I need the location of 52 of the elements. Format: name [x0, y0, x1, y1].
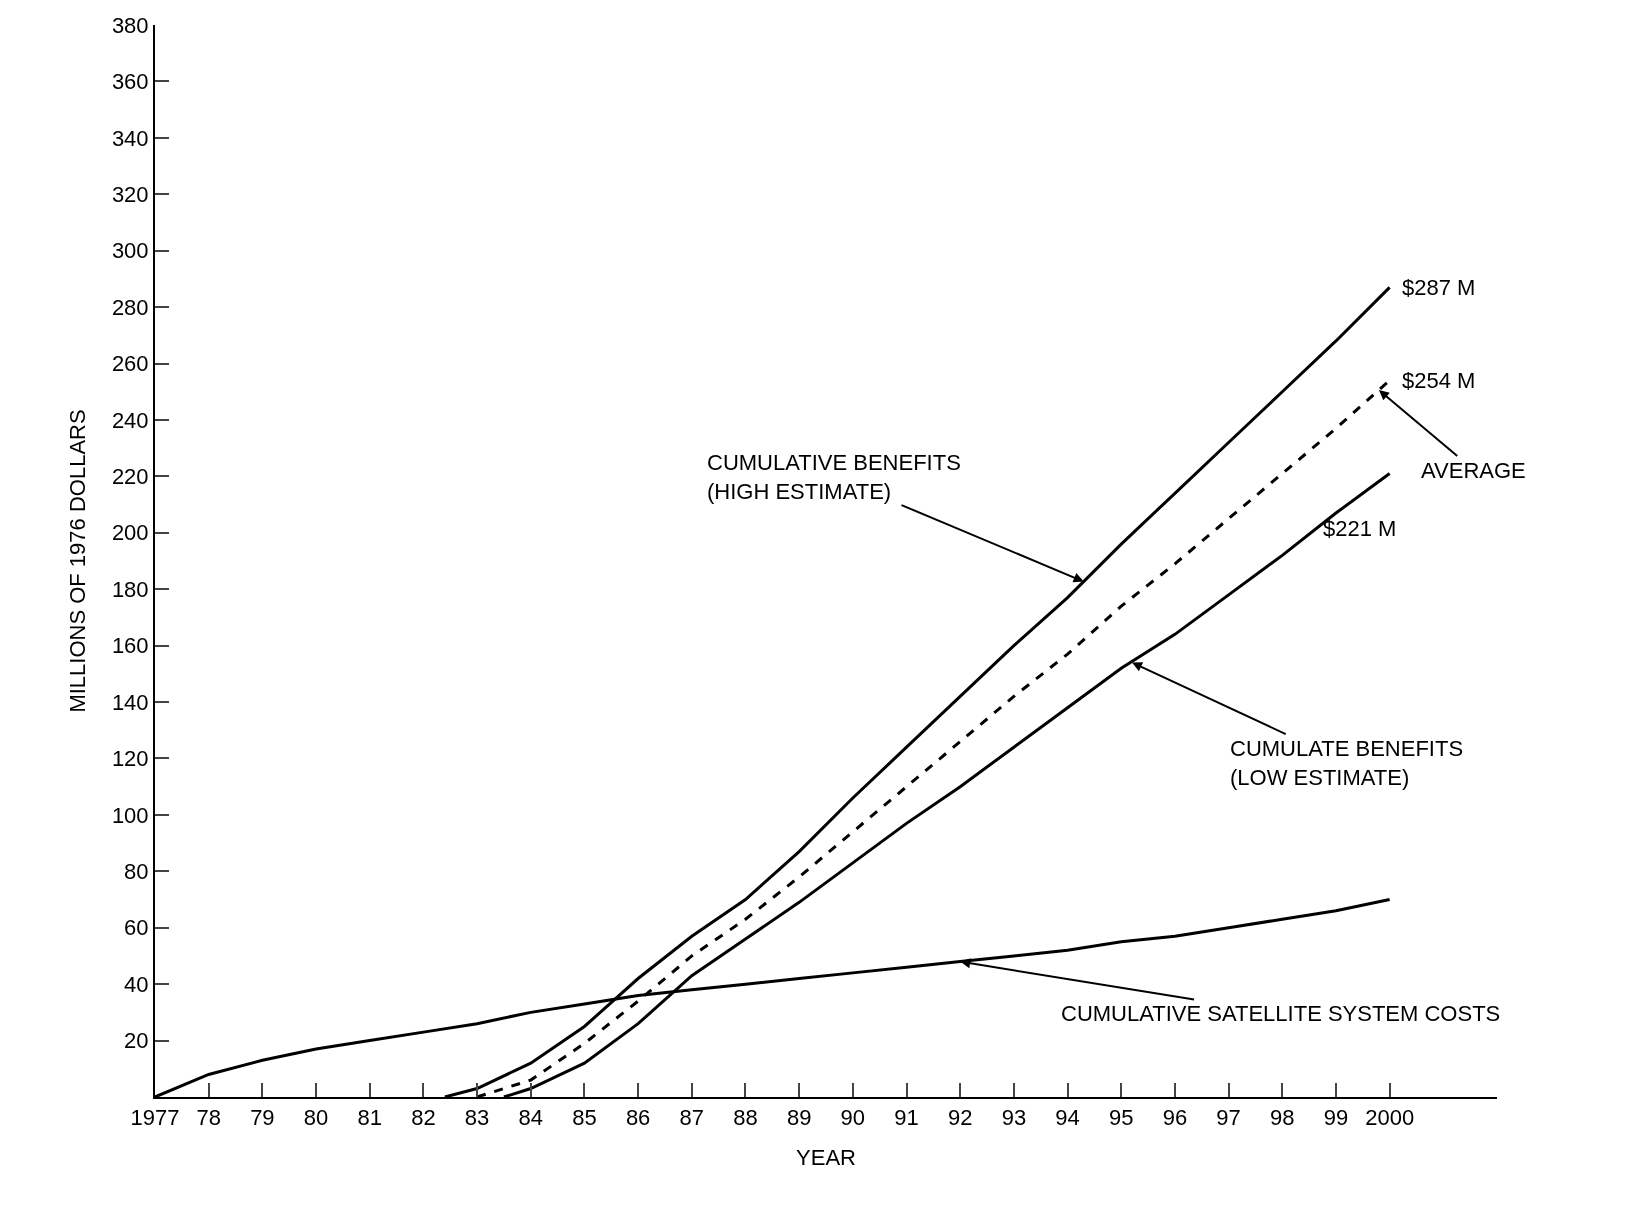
- annotation: $221 M: [1323, 516, 1397, 541]
- x-tick-label: 1977: [130, 1105, 180, 1131]
- x-tick-label: 80: [303, 1105, 329, 1131]
- annotation: $287 M: [1402, 275, 1476, 300]
- x-tick-label: 81: [357, 1105, 382, 1131]
- x-tick-label: 95: [1109, 1105, 1134, 1131]
- y-tick-label: 220: [111, 464, 149, 490]
- annotation: CUMULATE BENEFITS (LOW ESTIMATE): [1230, 736, 1464, 790]
- y-tick-label: 100: [111, 802, 149, 828]
- x-tick-label: 97: [1216, 1105, 1241, 1131]
- x-tick-label: 79: [250, 1105, 275, 1131]
- y-tick-label: 320: [111, 181, 149, 207]
- y-tick-label: 200: [111, 520, 149, 546]
- x-tick-label: 98: [1270, 1105, 1295, 1131]
- x-tick-label: 90: [840, 1105, 866, 1131]
- x-tick-label: 86: [625, 1105, 651, 1131]
- x-tick-label: 92: [947, 1105, 973, 1131]
- y-axis-title: MILLIONS OF 1976 DOLLARS: [65, 409, 91, 713]
- y-tick-label: 240: [111, 407, 149, 433]
- x-tick-label: 88: [733, 1105, 758, 1131]
- annotation: $254 M: [1402, 368, 1476, 393]
- x-tick-label: 83: [464, 1105, 490, 1131]
- y-tick-label: 340: [111, 125, 149, 151]
- annotation: CUMULATIVE SATELLITE SYSTEM COSTS: [1061, 1001, 1501, 1026]
- x-tick-label: 82: [411, 1105, 436, 1131]
- x-tick-label: 94: [1055, 1105, 1080, 1131]
- y-tick-label: 260: [111, 351, 149, 377]
- y-tick-label: 120: [111, 746, 149, 772]
- y-tick-label: 360: [111, 69, 149, 95]
- y-tick-label: 280: [111, 294, 149, 320]
- x-tick-label: 85: [572, 1105, 597, 1131]
- y-tick-label: 20: [124, 1028, 149, 1054]
- y-tick-label: 40: [124, 971, 149, 997]
- x-tick-label: 2000: [1365, 1105, 1415, 1131]
- y-tick-label: 300: [111, 238, 149, 264]
- x-tick-label: 96: [1162, 1105, 1188, 1131]
- annotation: CUMULATIVE BENEFITS (HIGH ESTIMATE): [707, 450, 961, 504]
- y-tick-label: 180: [111, 576, 149, 602]
- x-tick-label: 89: [786, 1105, 812, 1131]
- x-tick-label: 91: [894, 1105, 919, 1131]
- x-tick-label: 84: [518, 1105, 543, 1131]
- y-tick-label: 140: [111, 689, 149, 715]
- y-tick-label: 160: [111, 633, 149, 659]
- x-tick-label: 99: [1323, 1105, 1349, 1131]
- y-tick-label: 80: [124, 859, 149, 885]
- x-tick-label: 87: [679, 1105, 705, 1131]
- x-tick-label: 78: [196, 1105, 221, 1131]
- x-axis-title: YEAR: [796, 1144, 856, 1170]
- annotation: AVERAGE: [1421, 458, 1526, 483]
- x-tick-label: 93: [1001, 1105, 1027, 1131]
- y-tick-label: 60: [124, 915, 149, 941]
- y-tick-label: 380: [111, 12, 149, 38]
